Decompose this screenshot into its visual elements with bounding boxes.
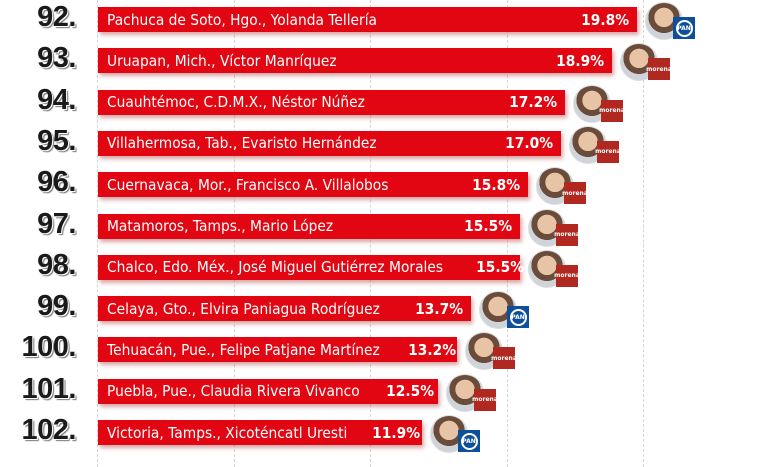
rank-number: 101. xyxy=(21,372,77,405)
bar-label: Villahermosa, Tab., Evaristo Hernández xyxy=(107,134,377,153)
morena-logo-text: morena xyxy=(562,189,588,197)
rank-number: 92. xyxy=(37,1,76,33)
morena-logo-text: morena xyxy=(646,65,672,73)
morena-logo-icon: morena xyxy=(472,388,498,411)
gridline xyxy=(97,0,98,467)
bar: Villahermosa, Tab., Evaristo Hernández 17… xyxy=(98,130,561,156)
bar-label: Puebla, Pue., Claudia Rivera Vivanco xyxy=(107,382,360,401)
morena-logo-icon: morena xyxy=(554,223,580,246)
chart-row: 102. Victoria, Tamps., Xicoténcatl Uresti… xyxy=(0,414,761,459)
bar-label: Celaya, Gto., Elvira Paniagua Rodríguez xyxy=(107,299,380,318)
bar-label: Uruapan, Mich., Víctor Manríquez xyxy=(107,51,337,70)
morena-logo-icon: morena xyxy=(646,58,672,81)
morena-logo-icon: morena xyxy=(595,140,621,163)
morena-logo-text: morena xyxy=(554,272,580,280)
rank-number: 94. xyxy=(37,83,76,116)
bar: Chalco, Edo. Méx., José Miguel Gutiérrez… xyxy=(98,254,524,280)
bar-value: 17.2% xyxy=(509,93,557,112)
pan-logo-text: PAN xyxy=(675,19,693,37)
bar-value: 15.5% xyxy=(464,217,512,235)
gridline xyxy=(643,0,644,467)
bar: Cuernavaca, Mor., Francisco A. Villalobo… xyxy=(98,172,528,198)
bar-label: Victoria, Tamps., Xicoténcatl Uresti xyxy=(107,423,348,442)
rank-number: 95. xyxy=(37,124,76,157)
bar: Puebla, Pue., Claudia Rivera Vivanco 12.5… xyxy=(98,378,438,404)
rank-number: 93. xyxy=(37,42,76,75)
bar-value: 19.8% xyxy=(581,10,629,29)
pan-logo-icon: PAN xyxy=(507,306,529,329)
morena-logo-text: morena xyxy=(491,354,517,362)
bar: Tehuacán, Pue., Felipe Patjane Martínez 1… xyxy=(98,337,457,363)
chart-row: 96. Cuernavaca, Mor., Francisco A. Villal… xyxy=(0,166,761,211)
morena-logo-icon: morena xyxy=(599,99,625,122)
chart-row: 93. Uruapan, Mich., Víctor Manríquez 18.9%… xyxy=(0,42,761,87)
bar-value: 17.0% xyxy=(505,134,553,153)
bar-value: 15.8% xyxy=(472,175,520,194)
chart-row: 97. Matamoros, Tamps., Mario López 15.5% mo… xyxy=(0,208,761,253)
bar-value: 18.9% xyxy=(556,51,604,70)
chart-row: 98. Chalco, Edo. Méx., José Miguel Gutiér… xyxy=(0,249,761,294)
bar: Uruapan, Mich., Víctor Manríquez 18.9% xyxy=(98,48,612,74)
bar-label: Chalco, Edo. Méx., José Miguel Gutiérrez… xyxy=(107,258,444,277)
rank-number: 97. xyxy=(37,207,76,240)
chart-row: 99. Celaya, Gto., Elvira Paniagua Rodrígu… xyxy=(0,290,761,335)
bar-label: Matamoros, Tamps., Mario López xyxy=(107,217,334,235)
morena-logo-text: morena xyxy=(599,107,625,115)
rank-number: 100. xyxy=(21,331,77,364)
morena-logo-icon: morena xyxy=(562,182,588,205)
bar-value: 13.2% xyxy=(407,340,456,359)
bar-label: Cuauhtémoc, C.D.M.X., Néstor Núñez xyxy=(107,93,365,112)
bar-value: 11.9% xyxy=(372,423,421,442)
chart-row: 101. Puebla, Pue., Claudia Rivera Vivanco… xyxy=(0,373,761,418)
bar: Matamoros, Tamps., Mario López 15.5% xyxy=(98,213,520,239)
bar: Celaya, Gto., Elvira Paniagua Rodríguez 1… xyxy=(98,296,471,322)
bar: Cuauhtémoc, C.D.M.X., Néstor Núñez 17.2% xyxy=(98,89,565,115)
pan-logo-icon: PAN xyxy=(458,430,480,452)
chart-row: 94. Cuauhtémoc, C.D.M.X., Néstor Núñez 17.… xyxy=(0,84,761,129)
chart-row: 92. Pachuca de Soto, Hgo., Yolanda Teller… xyxy=(0,1,761,46)
bar-value: 15.5% xyxy=(476,258,525,277)
pan-logo-icon: PAN xyxy=(673,17,695,39)
bar-label: Tehuacán, Pue., Felipe Patjane Martínez xyxy=(107,340,380,359)
chart-row: 95. Villahermosa, Tab., Evaristo Hernánde… xyxy=(0,125,761,170)
morena-logo-icon: morena xyxy=(554,264,580,287)
morena-logo-text: morena xyxy=(472,396,498,404)
rank-number: 102. xyxy=(21,414,77,446)
morena-logo-icon: morena xyxy=(491,347,517,370)
rank-number: 99. xyxy=(37,290,76,323)
bar: Pachuca de Soto, Hgo., Yolanda Tellería 1… xyxy=(98,7,637,32)
rank-number: 96. xyxy=(37,166,76,199)
morena-logo-text: morena xyxy=(554,231,580,238)
bar: Victoria, Tamps., Xicoténcatl Uresti 11.9… xyxy=(98,420,422,445)
bar-value: 12.5% xyxy=(385,382,434,401)
morena-logo-text: morena xyxy=(595,148,621,156)
bar-label: Pachuca de Soto, Hgo., Yolanda Tellería xyxy=(107,10,378,29)
pan-logo-text: PAN xyxy=(460,432,478,450)
chart-row: 100. Tehuacán, Pue., Felipe Patjane Martí… xyxy=(0,331,761,376)
bar-value: 13.7% xyxy=(415,299,463,318)
rank-number: 98. xyxy=(37,248,76,281)
bar-label: Cuernavaca, Mor., Francisco A. Villalobo… xyxy=(107,175,389,194)
pan-logo-text: PAN xyxy=(509,308,527,326)
